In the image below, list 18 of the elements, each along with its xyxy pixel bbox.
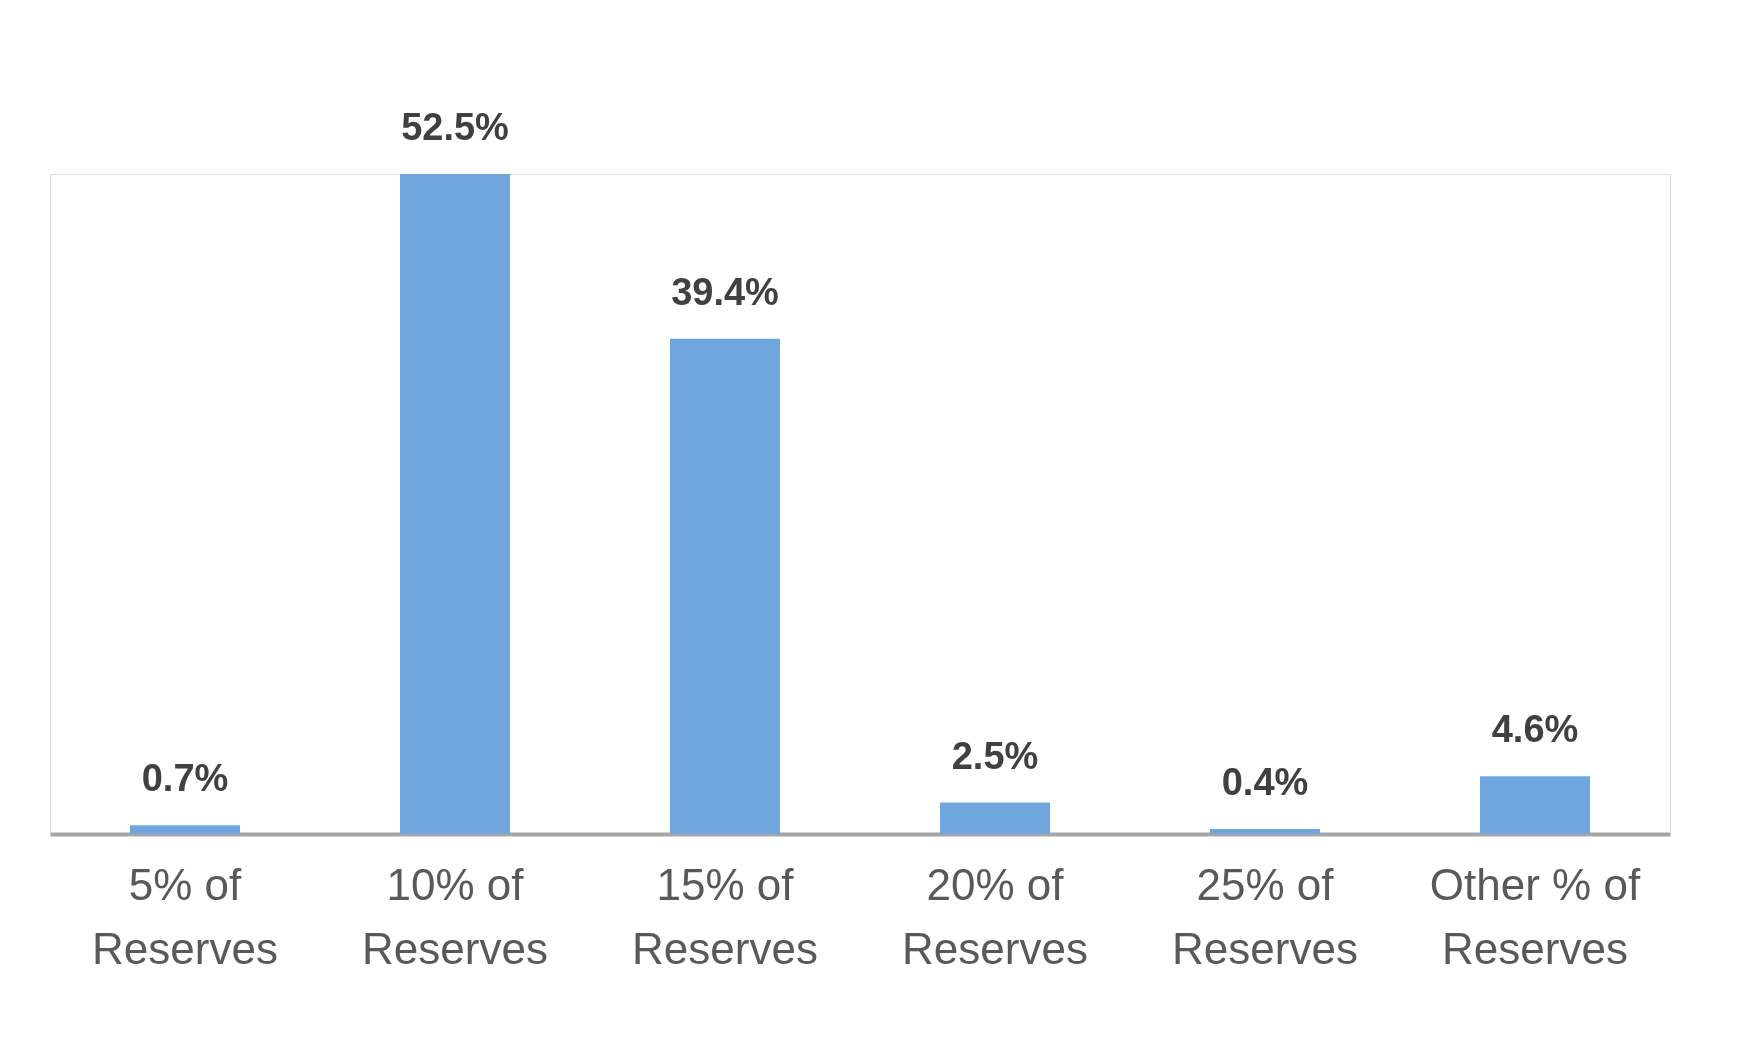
- x-tick-label: 15% of Reserves: [632, 859, 818, 973]
- data-label: 52.5%: [401, 106, 509, 148]
- data-label: 39.4%: [671, 270, 779, 313]
- bar: [1480, 776, 1590, 834]
- data-label: 2.5%: [951, 734, 1039, 777]
- x-tick-label: 10% of Reserves: [362, 859, 548, 973]
- data-label: 0.7%: [141, 757, 229, 800]
- bar: [670, 338, 780, 834]
- data-label: 0.4%: [1221, 760, 1309, 803]
- x-tick-label: 25% of Reserves: [1172, 859, 1358, 973]
- bar: [400, 174, 510, 834]
- bar: [130, 825, 240, 834]
- x-tick-label: 20% of Reserves: [902, 859, 1088, 973]
- x-tick-label: Other % of Reserves: [1429, 859, 1641, 973]
- data-label: 4.6%: [1491, 708, 1579, 751]
- bar: [1210, 828, 1320, 834]
- x-tick-label: 5% of Reserves: [92, 859, 278, 973]
- bar: [940, 802, 1050, 834]
